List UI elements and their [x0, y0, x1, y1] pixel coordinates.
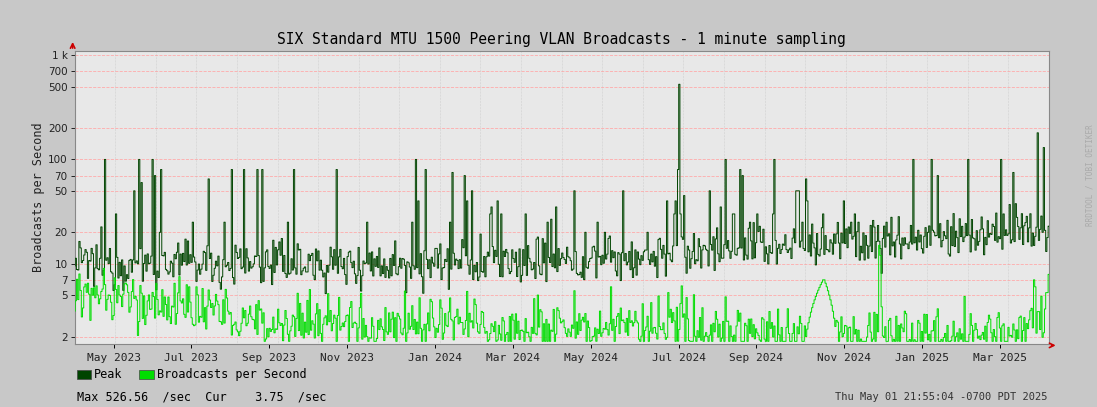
Text: Broadcasts per Second: Broadcasts per Second [157, 368, 306, 381]
Text: Peak: Peak [94, 368, 123, 381]
Y-axis label: Broadcasts per Second: Broadcasts per Second [32, 123, 45, 272]
Text: Max 526.56  /sec  Cur    3.75  /sec: Max 526.56 /sec Cur 3.75 /sec [77, 390, 326, 403]
Title: SIX Standard MTU 1500 Peering VLAN Broadcasts - 1 minute sampling: SIX Standard MTU 1500 Peering VLAN Broad… [278, 32, 846, 47]
Text: Thu May 01 21:55:04 -0700 PDT 2025: Thu May 01 21:55:04 -0700 PDT 2025 [835, 392, 1048, 402]
Text: RRDTOOL / TOBI OETIKER: RRDTOOL / TOBI OETIKER [1086, 124, 1095, 226]
